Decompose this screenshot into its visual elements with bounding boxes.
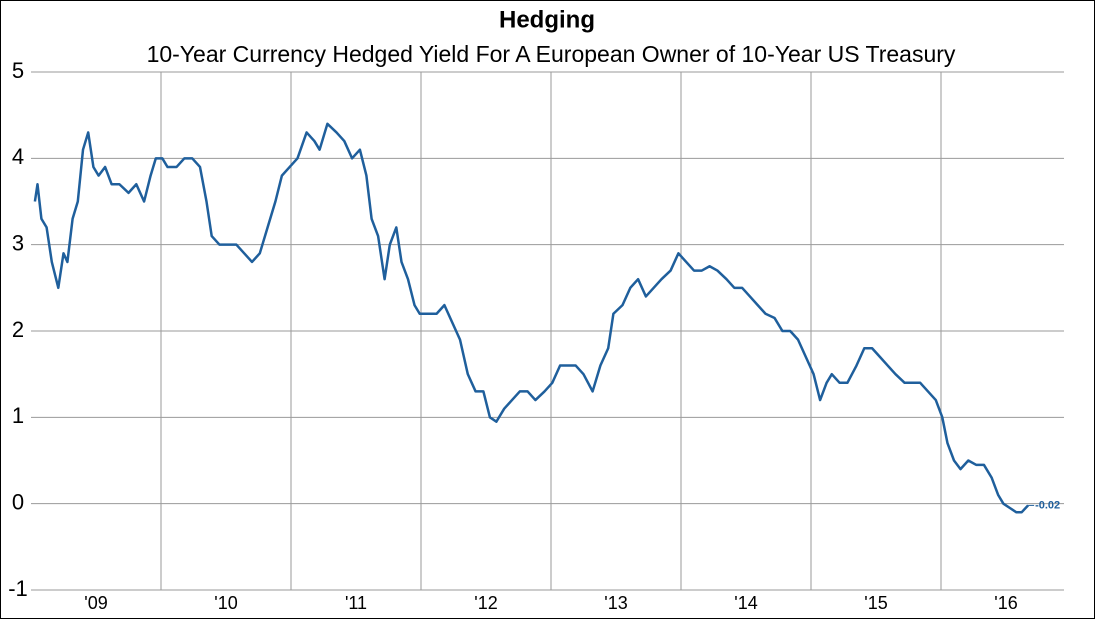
- y-tick-label: 5: [12, 58, 24, 83]
- x-tick-label: '12: [474, 593, 497, 613]
- y-tick-label: -1: [8, 576, 28, 601]
- x-tick-label: '15: [864, 593, 887, 613]
- x-tick-label: '11: [345, 593, 367, 613]
- x-tick-label: '14: [734, 593, 757, 613]
- y-tick-label: 0: [12, 489, 24, 514]
- data-line: [33, 122, 1030, 514]
- x-tick-label: '13: [604, 593, 627, 613]
- y-tick-label: 2: [12, 317, 24, 342]
- chart-subtitle: 10-Year Currency Hedged Yield For A Euro…: [147, 41, 956, 67]
- y-tick-label: 3: [12, 230, 24, 255]
- chart-title: Hedging: [499, 6, 595, 33]
- x-tick-label: '10: [214, 593, 237, 613]
- x-tick-label: '09: [84, 593, 107, 613]
- data-label: -0.02: [1035, 499, 1060, 511]
- x-tick-label: '16: [994, 593, 1017, 613]
- y-tick-label: 4: [12, 144, 24, 169]
- y-tick-label: 1: [12, 403, 24, 428]
